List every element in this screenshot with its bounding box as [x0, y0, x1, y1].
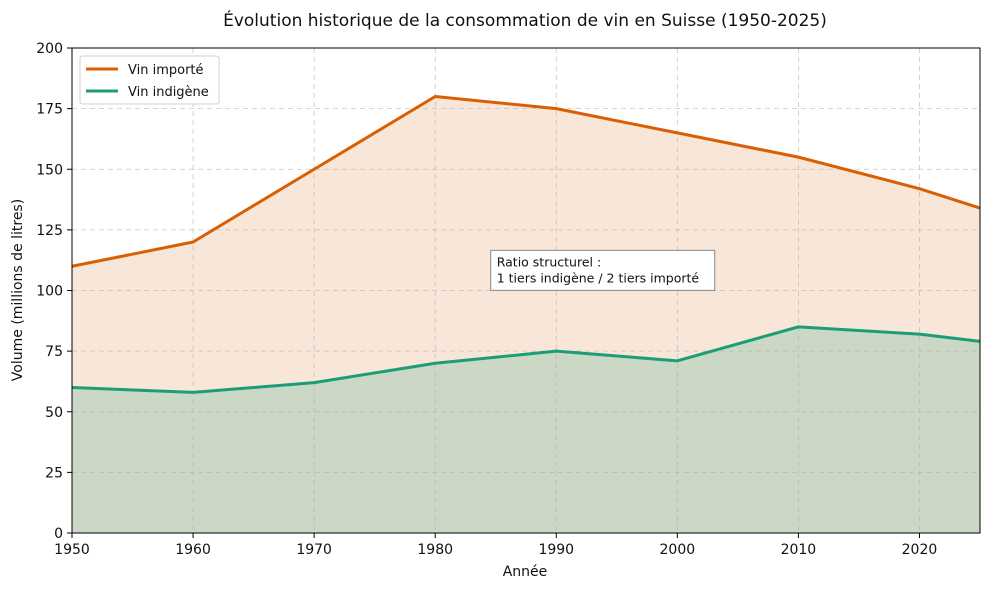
- y-tick-label: 125: [36, 223, 63, 239]
- annotation-text: Ratio structurel :: [497, 254, 601, 269]
- annotation-text: 1 tiers indigène / 2 tiers importé: [497, 270, 700, 285]
- series-line-indigenous: [71, 325, 981, 394]
- y-tick-label: 0: [54, 526, 63, 542]
- y-tick-label: 175: [36, 102, 63, 118]
- chart-title: Évolution historique de la consommation …: [223, 9, 827, 31]
- x-tick-label: 1960: [175, 542, 211, 558]
- area-imported: [72, 96, 980, 393]
- x-tick-label: 1970: [296, 542, 332, 558]
- x-tick-label: 1950: [54, 542, 90, 558]
- series-line-imported: [71, 95, 981, 268]
- y-axis-label: Volume (millions de litres): [10, 199, 26, 381]
- x-tick-label: 2010: [781, 542, 817, 558]
- annotation-box: [490, 249, 716, 291]
- legend-label: Vin importé: [128, 63, 204, 78]
- y-tick-label: 75: [45, 344, 63, 360]
- x-tick-label: 1990: [538, 542, 574, 558]
- y-tick-label: 100: [36, 284, 63, 300]
- x-tick-label: 2000: [660, 542, 696, 558]
- y-tick-label: 25: [45, 465, 63, 481]
- x-tick-label: 2020: [902, 542, 938, 558]
- y-tick-label: 150: [36, 162, 63, 178]
- y-tick-label: 200: [36, 41, 63, 57]
- plot-area: 0 25 50 75 100 125 150 175 200 1950 1960 1970 1980 19…: [36, 41, 981, 558]
- y-tick-label: 50: [45, 405, 63, 421]
- x-axis-label: Année: [503, 564, 548, 580]
- area-indigenous: [72, 326, 980, 533]
- x-tick-label: 1980: [417, 542, 453, 558]
- legend-label: Vin indigène: [128, 85, 209, 100]
